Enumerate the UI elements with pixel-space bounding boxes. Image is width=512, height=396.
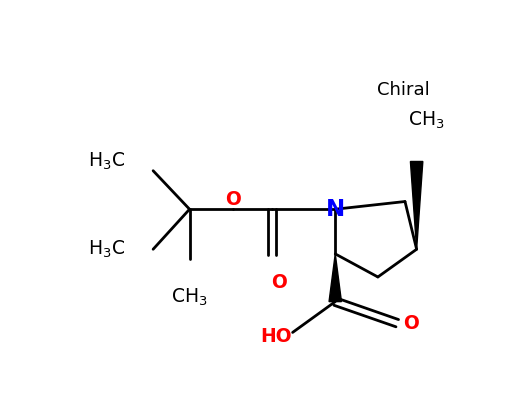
Polygon shape xyxy=(329,254,342,302)
Text: HO: HO xyxy=(260,327,291,346)
Text: O: O xyxy=(225,190,241,209)
Text: Chiral: Chiral xyxy=(377,81,430,99)
Text: N: N xyxy=(326,198,345,221)
Text: CH$_3$: CH$_3$ xyxy=(409,110,445,131)
Text: O: O xyxy=(403,314,419,333)
Text: H$_3$C: H$_3$C xyxy=(88,151,125,172)
Text: O: O xyxy=(271,273,287,292)
Polygon shape xyxy=(411,162,423,249)
Text: CH$_3$: CH$_3$ xyxy=(171,287,208,308)
Text: H$_3$C: H$_3$C xyxy=(88,239,125,260)
